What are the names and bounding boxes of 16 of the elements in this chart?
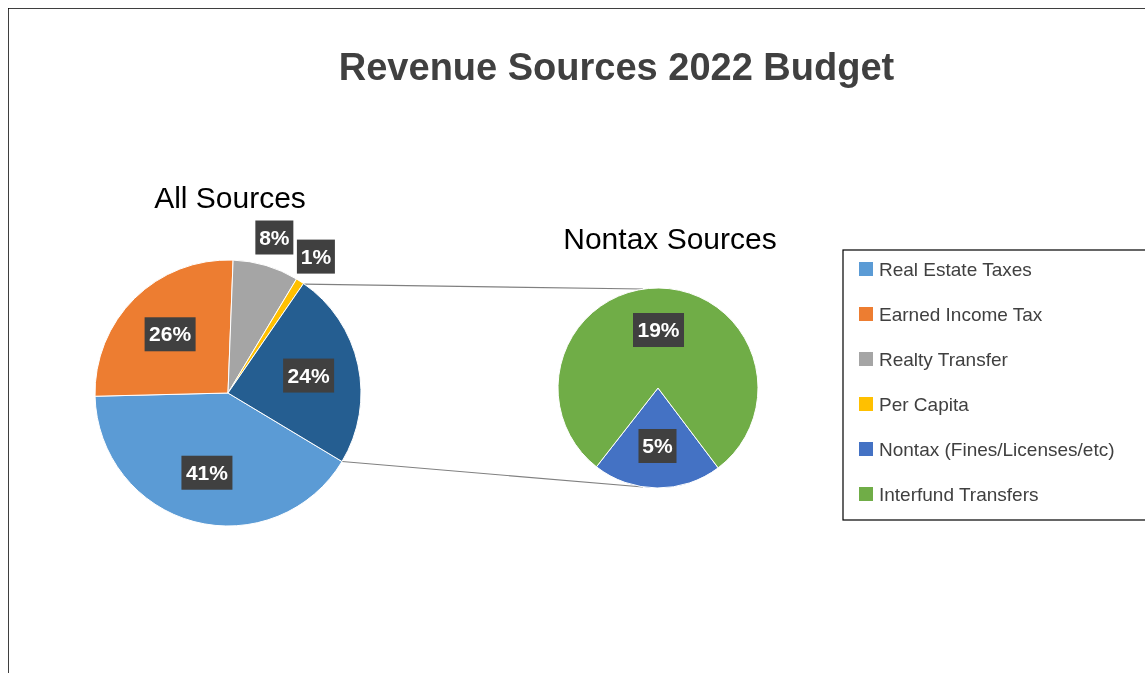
legend-label: Interfund Transfers — [879, 484, 1039, 505]
legend-label: Nontax (Fines/Licenses/etc) — [879, 439, 1115, 460]
legend-label: Real Estate Taxes — [879, 259, 1032, 280]
legend-label: Realty Transfer — [879, 349, 1009, 370]
data-label: 19% — [637, 318, 680, 341]
data-label: 24% — [287, 363, 330, 387]
data-label: 8% — [259, 225, 290, 249]
legend-label: Earned Income Tax — [879, 304, 1043, 325]
legend-label: Per Capita — [879, 394, 970, 415]
data-label: 1% — [300, 244, 332, 268]
data-label: 26% — [149, 322, 192, 346]
data-label: 5% — [642, 434, 673, 457]
chart-title: Revenue Sources 2022 Budget — [338, 46, 895, 88]
data-label: 41% — [185, 460, 229, 484]
chart-title: Nontax Sources — [563, 222, 777, 255]
chart-subtitle: All Sources — [154, 181, 306, 214]
